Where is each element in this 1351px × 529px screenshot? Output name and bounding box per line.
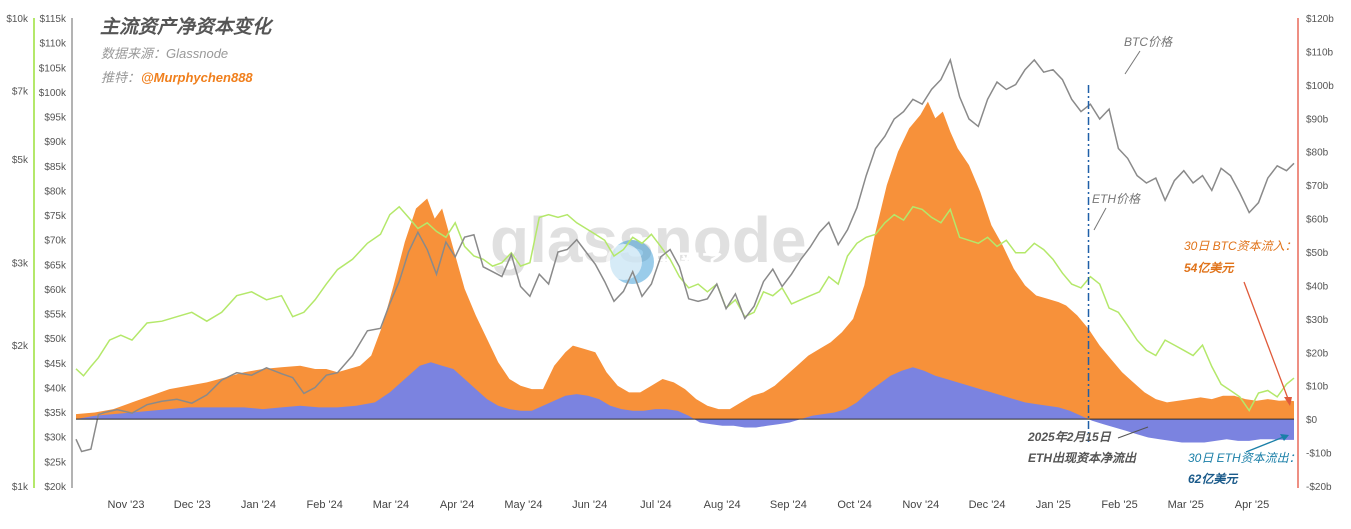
flow-tick-label: $40b <box>1306 281 1329 292</box>
eth-outflow-arrow <box>1245 435 1287 453</box>
flow-tick-label: $120b <box>1306 14 1334 25</box>
flow-tick-label: -$10b <box>1306 449 1332 460</box>
flow-tick-label: $100b <box>1306 81 1334 92</box>
flow-tick-label: $30b <box>1306 315 1329 326</box>
btc-axis-ticks: $20k $25k $30k $35k $40k $45k $50k $55k $60k $65k… <box>39 14 67 493</box>
flow-tick-label: -$20b <box>1306 482 1332 493</box>
x-tick-label: Aug '24 <box>704 499 741 511</box>
x-tick-label: Dec '23 <box>174 499 211 511</box>
btc-tick-label: $85k <box>44 162 67 173</box>
eth-tick-label: $7k <box>12 86 29 97</box>
x-tick-label: Feb '24 <box>307 499 343 511</box>
eth-tick-label: $5k <box>12 155 29 166</box>
btc-tick-label: $40k <box>44 383 67 394</box>
btc-inflow-area <box>76 101 1294 420</box>
eth-axis-ticks: $1k $2k $3k $5k $7k $10k <box>6 14 29 493</box>
event-desc-annotation: ETH出现资本净流出 <box>1028 451 1137 465</box>
btc-tick-label: $60k <box>44 285 67 296</box>
btc-tick-label: $105k <box>39 63 67 74</box>
x-tick-label: Sep '24 <box>770 499 807 511</box>
btc-tick-label: $95k <box>44 113 67 124</box>
btc-tick-label: $75k <box>44 211 67 222</box>
x-tick-label: Jun '24 <box>572 499 607 511</box>
eth-tick-label: $10k <box>6 14 29 25</box>
price-lines <box>75 57 1295 453</box>
x-tick-label: Jul '24 <box>640 499 671 511</box>
btc-tick-label: $50k <box>44 334 67 345</box>
x-tick-label: Oct '24 <box>837 499 872 511</box>
flow-tick-label: $90b <box>1306 114 1329 125</box>
x-tick-label: Dec '24 <box>969 499 1006 511</box>
flow-tick-label: $60b <box>1306 215 1329 226</box>
btc-tick-label: $70k <box>44 236 67 247</box>
event-date-annotation: 2025年2月15日 <box>1027 430 1112 444</box>
source-label: 数据来源：Glassnode <box>101 46 228 61</box>
btc-price-arrow <box>1124 50 1141 75</box>
btc-tick-label: $115k <box>39 14 67 25</box>
btc-tick-label: $65k <box>44 260 67 271</box>
btc-tick-label: $90k <box>44 137 67 148</box>
x-tick-label: Nov '24 <box>902 499 939 511</box>
eth-price-annotation: ETH价格 <box>1092 192 1141 206</box>
btc-tick-label: $25k <box>44 457 67 468</box>
btc-price-annotation: BTC价格 <box>1124 35 1173 49</box>
x-tick-label: Apr '24 <box>440 499 475 511</box>
btc-tick-label: $55k <box>44 310 67 321</box>
flow-axis-ticks: -$20b -$10b $0 $10b $20b $30b $40b $50b $60b $70b… <box>1306 14 1334 493</box>
x-tick-label: Feb '25 <box>1101 499 1137 511</box>
flow-tick-label: $50b <box>1306 248 1329 259</box>
flow-tick-label: $20b <box>1306 348 1329 359</box>
x-tick-label: Apr '25 <box>1235 499 1270 511</box>
btc-price-line <box>75 57 1295 453</box>
x-axis-ticks: Nov '23 Dec '23 Jan '24 Feb '24 Mar '24 Apr '… <box>108 499 1270 511</box>
eth-price-arrow <box>1093 207 1107 231</box>
eth-outflow-annotation: 30日 ETH资本流出： <box>1188 451 1301 465</box>
twitter-handle: @Murphychen888 <box>141 70 253 85</box>
eth-outflow-value: 62亿美元 <box>1188 472 1239 486</box>
x-tick-label: Jan '25 <box>1036 499 1071 511</box>
btc-inflow-arrowhead <box>1284 397 1292 406</box>
flow-tick-label: $0 <box>1306 415 1318 426</box>
btc-inflow-arrow <box>1243 281 1291 405</box>
flow-areas <box>76 101 1294 443</box>
btc-tick-label: $110k <box>39 39 67 50</box>
btc-tick-label: $80k <box>44 186 67 197</box>
eth-tick-label: $2k <box>12 341 29 352</box>
twitter-label: 推特： <box>101 70 140 85</box>
x-tick-label: May '24 <box>504 499 542 511</box>
btc-tick-label: $45k <box>44 359 67 370</box>
eth-inflow-area <box>76 362 1294 443</box>
watermark-logo-text: 币圈子 <box>652 251 724 278</box>
x-tick-label: Mar '24 <box>373 499 409 511</box>
x-tick-label: Mar '25 <box>1168 499 1204 511</box>
eth-tick-label: $1k <box>12 482 29 493</box>
btc-tick-label: $30k <box>44 433 67 444</box>
btc-tick-label: $20k <box>44 482 67 493</box>
flow-tick-label: $10b <box>1306 382 1329 393</box>
btc-inflow-annotation: 30日 BTC资本流入： <box>1184 239 1297 253</box>
eth-outflow-arrowhead <box>1280 434 1289 441</box>
x-tick-label: Jan '24 <box>241 499 276 511</box>
event-arrow <box>1117 426 1149 439</box>
flow-tick-label: $110b <box>1306 47 1334 58</box>
chart-title: 主流资产净资本变化 <box>100 16 274 38</box>
flow-tick-label: $70b <box>1306 181 1329 192</box>
btc-inflow-value: 54亿美元 <box>1184 261 1235 275</box>
btc-tick-label: $100k <box>39 88 67 99</box>
x-tick-label: Nov '23 <box>108 499 145 511</box>
eth-tick-label: $3k <box>12 259 29 270</box>
flow-tick-label: $80b <box>1306 148 1329 159</box>
btc-tick-label: $35k <box>44 408 67 419</box>
